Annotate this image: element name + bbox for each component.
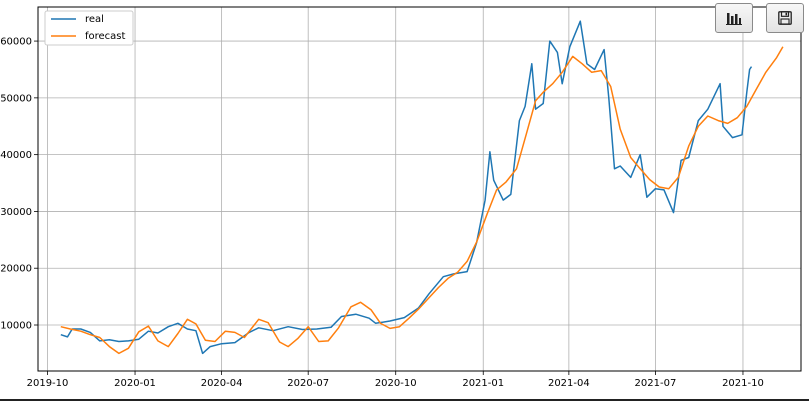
series-line-forecast xyxy=(60,46,784,355)
x-tick-label: 2021-10 xyxy=(722,378,764,389)
x-tick-label: 2020-10 xyxy=(375,378,417,389)
bar-chart-icon xyxy=(726,13,742,25)
series-layer xyxy=(60,20,784,355)
y-tick-label: 30000 xyxy=(0,207,32,218)
legend-label-forecast: forecast xyxy=(85,31,126,42)
y-tick-label: 60000 xyxy=(0,37,32,48)
chart-view-button[interactable] xyxy=(715,3,753,33)
x-tick-label: 2020-04 xyxy=(201,378,243,389)
y-tick-label: 10000 xyxy=(0,321,32,332)
window-bottom-edge xyxy=(0,399,809,401)
x-tick-label: 2019-10 xyxy=(27,378,69,389)
floppy-disk-icon xyxy=(778,11,792,25)
plot-frame xyxy=(37,6,802,372)
x-tick-label: 2021-07 xyxy=(635,378,677,389)
legend: real forecast xyxy=(44,10,134,46)
x-tick-label: 2020-01 xyxy=(114,378,156,389)
plot-area xyxy=(38,7,801,371)
y-tick-label: 20000 xyxy=(0,264,32,275)
axis-ticks: 2019-10 2020-01 2020-04 2020-07 2020-10 2021-… xyxy=(0,37,764,389)
save-button[interactable] xyxy=(766,3,804,33)
x-tick-label: 2021-01 xyxy=(462,378,504,389)
legend-label-real: real xyxy=(85,14,104,25)
x-tick-label: 2020-07 xyxy=(287,378,329,389)
y-tick-label: 50000 xyxy=(0,93,32,104)
x-tick-label: 2021-04 xyxy=(548,378,590,389)
y-tick-label: 40000 xyxy=(0,150,32,161)
grid-lines xyxy=(38,7,801,371)
